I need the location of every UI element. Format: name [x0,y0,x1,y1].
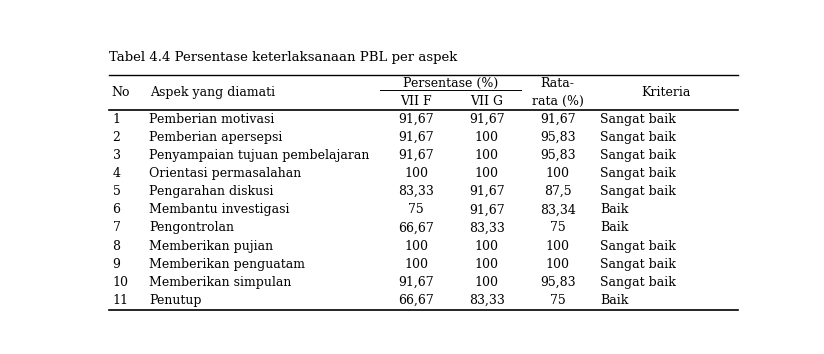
Text: 100: 100 [475,149,499,162]
Text: 83,33: 83,33 [398,185,434,198]
Text: 10: 10 [113,276,129,289]
Text: 95,83: 95,83 [540,276,575,289]
Text: 11: 11 [113,294,129,307]
Text: Sangat baik: Sangat baik [600,276,676,289]
Text: Memberikan pujian: Memberikan pujian [149,240,274,253]
Text: Pengarahan diskusi: Pengarahan diskusi [149,185,274,198]
Text: 87,5: 87,5 [544,185,571,198]
Text: 8: 8 [113,240,120,253]
Text: 66,67: 66,67 [398,294,434,307]
Text: Sangat baik: Sangat baik [600,149,676,162]
Text: 100: 100 [545,167,569,180]
Text: 3: 3 [113,149,120,162]
Text: Rata-: Rata- [541,77,574,90]
Text: 5: 5 [113,185,120,198]
Text: Pemberian apersepsi: Pemberian apersepsi [149,131,283,144]
Text: Sangat baik: Sangat baik [600,240,676,253]
Text: 9: 9 [113,258,120,271]
Text: Persentase (%): Persentase (%) [403,77,499,90]
Text: 91,67: 91,67 [469,185,504,198]
Text: Baik: Baik [600,203,629,216]
Text: 83,33: 83,33 [469,294,505,307]
Text: Penyampaian tujuan pembelajaran: Penyampaian tujuan pembelajaran [149,149,369,162]
Text: 95,83: 95,83 [540,149,575,162]
Text: 91,67: 91,67 [398,276,434,289]
Text: Aspek yang diamati: Aspek yang diamati [150,86,275,99]
Text: Sangat baik: Sangat baik [600,185,676,198]
Text: 91,67: 91,67 [540,113,575,126]
Text: 91,67: 91,67 [469,203,504,216]
Text: 100: 100 [475,131,499,144]
Text: 100: 100 [475,276,499,289]
Text: Memberikan simpulan: Memberikan simpulan [149,276,292,289]
Text: Baik: Baik [600,294,629,307]
Text: Pengontrolan: Pengontrolan [149,222,234,234]
Text: No: No [111,86,130,99]
Text: VII F: VII F [400,95,432,108]
Text: 7: 7 [113,222,120,234]
Text: 91,67: 91,67 [398,149,434,162]
Text: 4: 4 [113,167,120,180]
Text: Kriteria: Kriteria [641,86,691,99]
Text: Membantu investigasi: Membantu investigasi [149,203,289,216]
Text: Sangat baik: Sangat baik [600,131,676,144]
Text: 95,83: 95,83 [540,131,575,144]
Text: 100: 100 [404,167,428,180]
Text: 100: 100 [404,240,428,253]
Text: Sangat baik: Sangat baik [600,167,676,180]
Text: Penutup: Penutup [149,294,202,307]
Text: Sangat baik: Sangat baik [600,258,676,271]
Text: 83,33: 83,33 [469,222,505,234]
Text: 100: 100 [475,167,499,180]
Text: 75: 75 [408,203,424,216]
Text: 1: 1 [113,113,120,126]
Text: 91,67: 91,67 [398,113,434,126]
Text: 91,67: 91,67 [469,113,504,126]
Text: Orientasi permasalahan: Orientasi permasalahan [149,167,302,180]
Text: 83,34: 83,34 [540,203,575,216]
Text: 100: 100 [404,258,428,271]
Text: 75: 75 [550,294,565,307]
Text: 100: 100 [475,240,499,253]
Text: 100: 100 [545,258,569,271]
Text: 91,67: 91,67 [398,131,434,144]
Text: Baik: Baik [600,222,629,234]
Text: VII G: VII G [471,95,503,108]
Text: 2: 2 [113,131,120,144]
Text: 75: 75 [550,222,565,234]
Text: Tabel 4.4 Persentase keterlaksanaan PBL per aspek: Tabel 4.4 Persentase keterlaksanaan PBL … [110,51,458,64]
Text: Pemberian motivasi: Pemberian motivasi [149,113,274,126]
Text: rata (%): rata (%) [531,95,583,108]
Text: 66,67: 66,67 [398,222,434,234]
Text: 100: 100 [545,240,569,253]
Text: 6: 6 [113,203,120,216]
Text: Memberikan penguatam: Memberikan penguatam [149,258,305,271]
Text: 100: 100 [475,258,499,271]
Text: Sangat baik: Sangat baik [600,113,676,126]
